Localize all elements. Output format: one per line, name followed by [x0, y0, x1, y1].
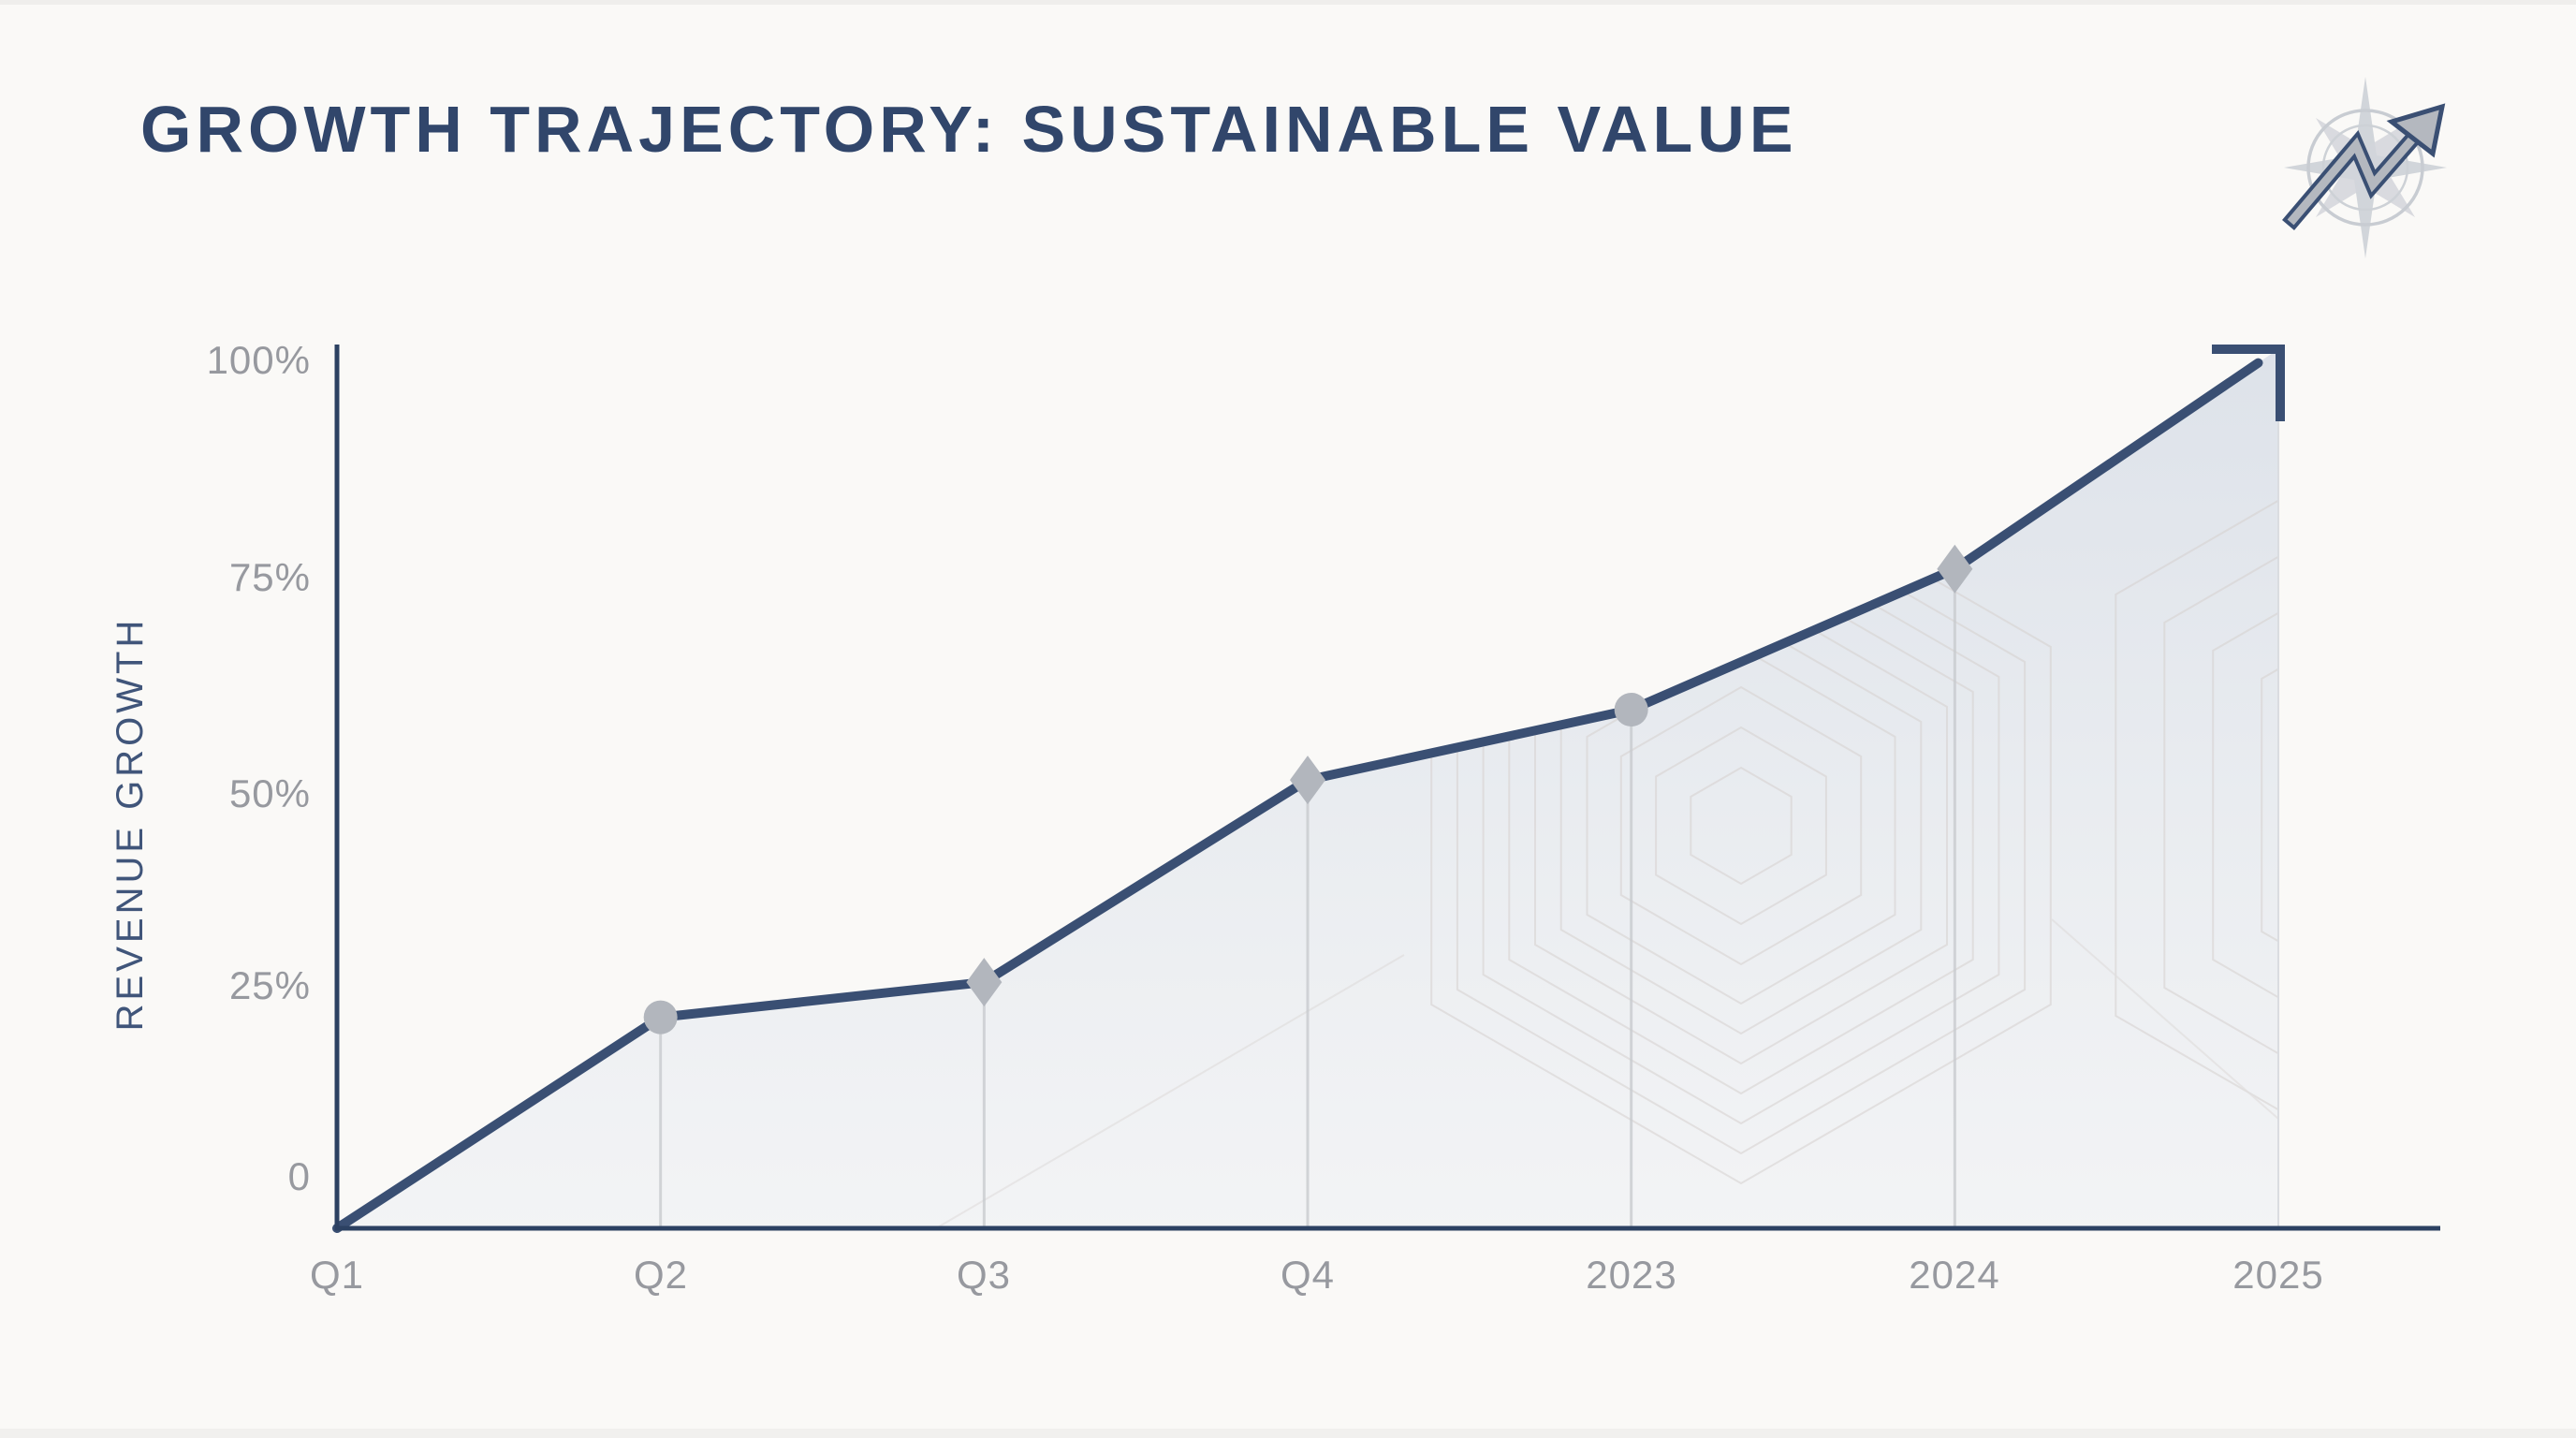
marker-diamond-q3	[966, 958, 1003, 1007]
diagonal-accent-line	[2051, 918, 2278, 1120]
marker-circle-q2	[643, 1000, 678, 1034]
marker-diamond-q4	[1290, 756, 1326, 805]
hexagon-pattern	[1690, 766, 1793, 886]
y-axis-title: REVENUE GROWTH	[110, 617, 151, 1032]
hexagon-pattern	[2310, 609, 2576, 1002]
hexagon-pattern	[2359, 665, 2576, 946]
hexagon-pattern	[2261, 550, 2278, 1060]
x-tick-2024: 2024	[1909, 1253, 1999, 1297]
x-tick-2025: 2025	[2232, 1253, 2323, 1297]
hexagon-pattern	[2163, 438, 2278, 1172]
hexagon-pattern	[2115, 382, 2278, 1228]
marker-circle-2023	[1614, 692, 1648, 726]
y-tick-50: 50%	[229, 771, 311, 815]
hexagon-pattern	[1619, 685, 1863, 966]
hexagon-pattern	[1655, 726, 1827, 926]
y-tick-25: 25%	[229, 963, 311, 1007]
compass-trend-icon	[2282, 77, 2447, 258]
y-tick-100: 100%	[207, 338, 311, 382]
x-tick-q4: Q4	[1281, 1253, 1335, 1297]
hexagon-pattern	[1586, 646, 1896, 1005]
y-tick-0: 0	[288, 1154, 311, 1198]
diagonal-accent-line	[935, 954, 1405, 1228]
page-title: GROWTH TRAJECTORY: SUSTAINABLE VALUE	[140, 93, 1798, 166]
hexagon-pattern	[2212, 494, 2278, 1116]
x-tick-q1: Q1	[310, 1253, 364, 1297]
marker-diamond-2024	[1937, 544, 1973, 594]
data-markers	[643, 544, 1973, 1034]
x-tick-q3: Q3	[957, 1253, 1011, 1297]
x-tick-q2: Q2	[634, 1253, 688, 1297]
x-tick-2023: 2023	[1586, 1253, 1676, 1297]
marker-drop-lines	[659, 568, 1956, 1226]
y-tick-75: 75%	[229, 555, 311, 599]
trend-line-arrowhead-icon	[2212, 345, 2285, 421]
trend-arrow-icon	[2282, 103, 2446, 230]
